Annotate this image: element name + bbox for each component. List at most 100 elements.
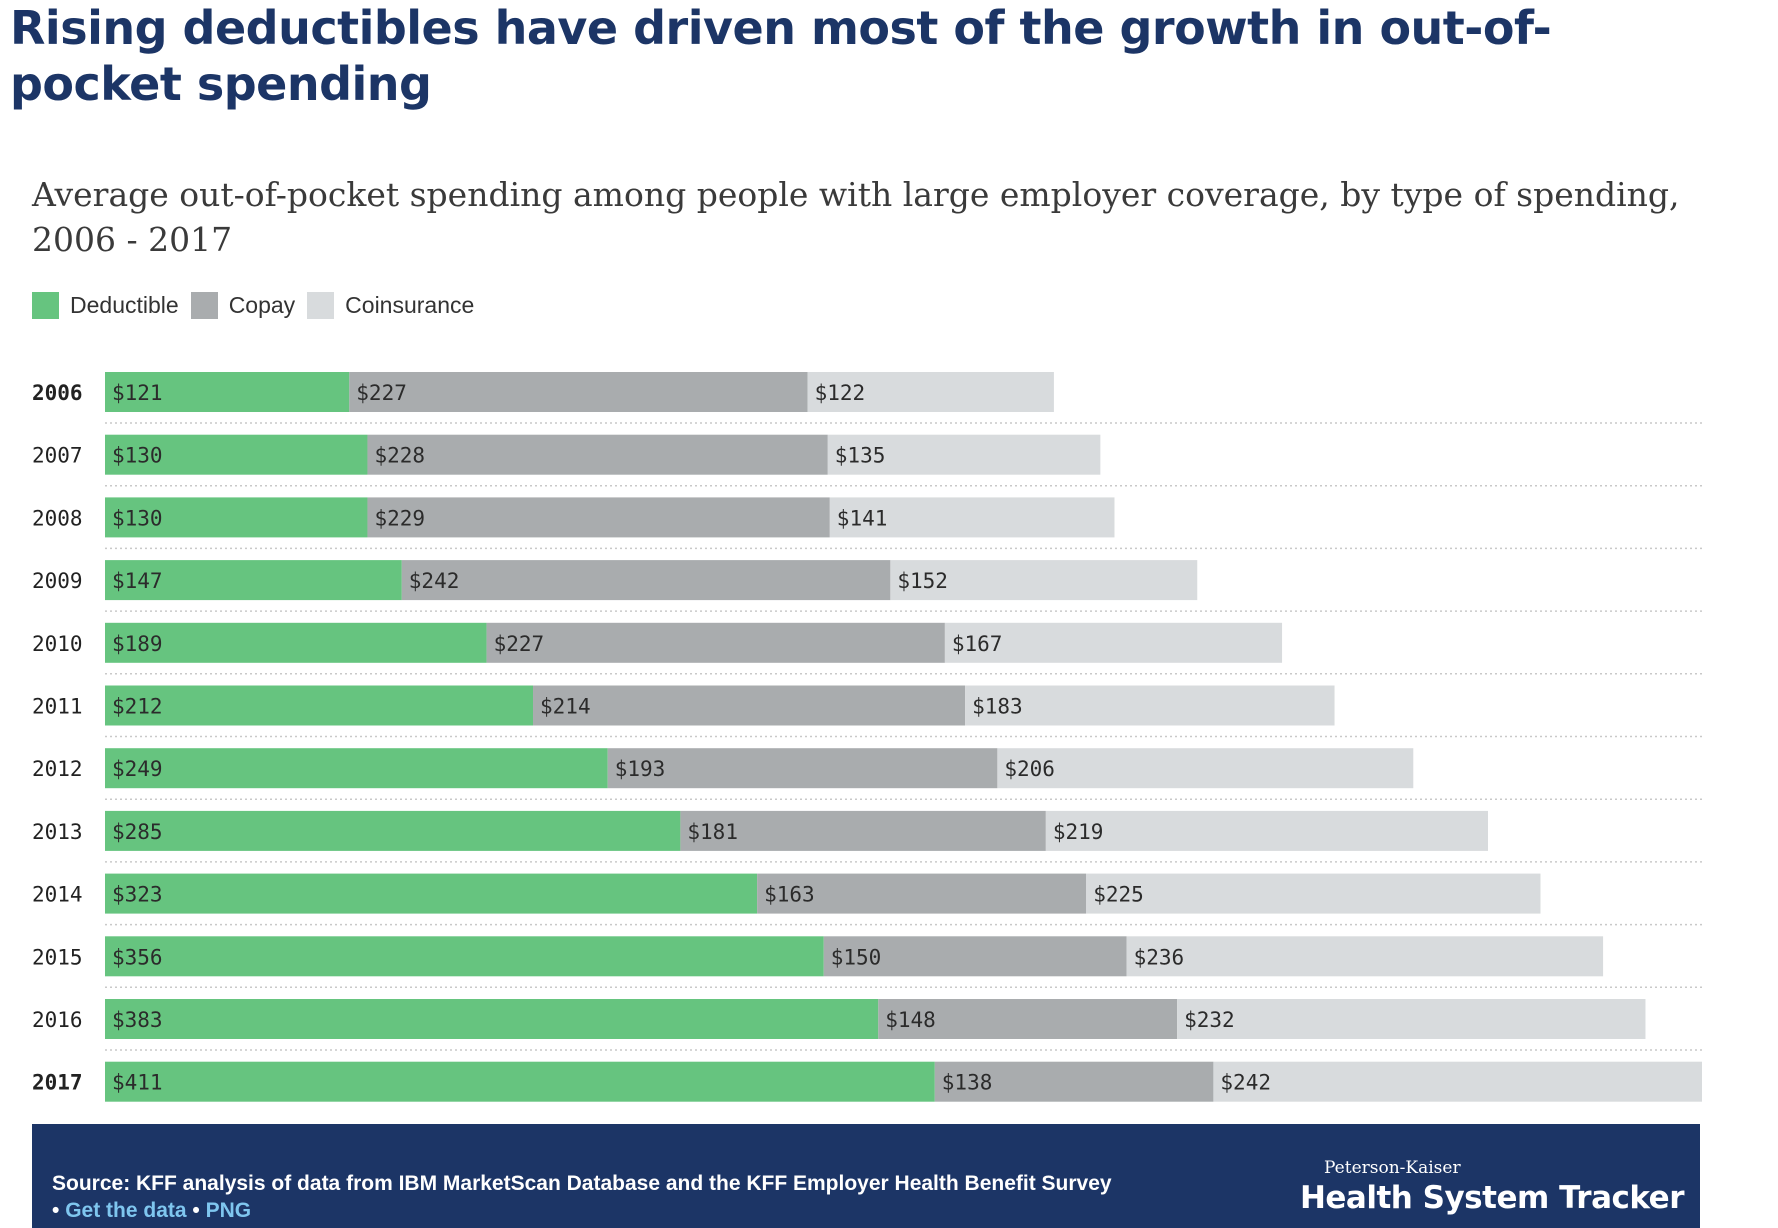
- bar-coinsurance-2012[interactable]: [997, 748, 1414, 789]
- bar-coinsurance-2007[interactable]: [827, 434, 1101, 475]
- headline: Rising deductibles have driven most of t…: [10, 1, 1552, 111]
- bullet-separator: •: [192, 1199, 200, 1222]
- chart-subtitle: Average out-of-pocket spending among peo…: [32, 175, 1680, 259]
- value-label-coinsurance-2009: $152: [897, 569, 948, 593]
- value-label-coinsurance-2016: $232: [1184, 1008, 1235, 1032]
- bar-copay-2017[interactable]: [934, 1061, 1214, 1102]
- bar-coinsurance-2011[interactable]: [965, 685, 1335, 726]
- legend-label-coinsurance: Coinsurance: [345, 291, 475, 318]
- value-label-deductible-2012: $249: [112, 757, 163, 781]
- legend-swatch-coinsurance: [307, 291, 335, 319]
- bar-deductible-2009[interactable]: [105, 560, 402, 601]
- legend: Deductible Copay Coinsurance: [32, 290, 486, 320]
- value-label-coinsurance-2006: $122: [815, 381, 866, 405]
- value-label-copay-2017: $138: [942, 1071, 993, 1095]
- bar-copay-2010[interactable]: [486, 622, 945, 663]
- bar-copay-2014[interactable]: [757, 873, 1087, 914]
- bar-deductible-2012[interactable]: [105, 748, 608, 789]
- source-note: Source: KFF analysis of data from IBM Ma…: [52, 1172, 1112, 1195]
- value-label-deductible-2017: $411: [112, 1071, 163, 1095]
- year-label-2016: 2016: [32, 1008, 83, 1032]
- value-label-copay-2015: $150: [831, 945, 882, 969]
- png-link[interactable]: PNG: [205, 1199, 252, 1222]
- value-label-deductible-2010: $189: [112, 632, 163, 656]
- value-label-deductible-2008: $130: [112, 506, 163, 530]
- value-label-copay-2014: $163: [764, 883, 815, 907]
- bar-copay-2006[interactable]: [349, 372, 808, 412]
- value-label-copay-2007: $228: [374, 444, 425, 468]
- bar-copay-2008[interactable]: [367, 497, 830, 538]
- value-label-coinsurance-2012: $206: [1004, 757, 1055, 781]
- bar-coinsurance-2010[interactable]: [944, 622, 1283, 663]
- value-label-coinsurance-2014: $225: [1093, 883, 1144, 907]
- bar-deductible-2017[interactable]: [105, 1061, 935, 1102]
- legend-label-copay: Copay: [228, 291, 296, 318]
- value-label-deductible-2016: $383: [112, 1008, 163, 1032]
- bar-deductible-2006[interactable]: [105, 372, 350, 412]
- brand-logo: Health System Tracker: [1299, 1180, 1685, 1216]
- year-label-2013: 2013: [32, 820, 83, 844]
- bar-copay-2015[interactable]: [823, 936, 1127, 977]
- value-label-coinsurance-2011: $183: [972, 695, 1023, 719]
- bar-deductible-2013[interactable]: [105, 810, 681, 851]
- value-label-deductible-2009: $147: [112, 569, 163, 593]
- bar-coinsurance-2006[interactable]: [807, 372, 1054, 412]
- year-label-2007: 2007: [32, 444, 83, 468]
- value-label-copay-2010: $227: [494, 632, 545, 656]
- year-label-2015: 2015: [32, 945, 83, 969]
- value-label-deductible-2007: $130: [112, 444, 163, 468]
- legend-swatch-copay: [190, 291, 218, 319]
- bar-coinsurance-2009[interactable]: [890, 560, 1198, 601]
- bar-deductible-2015[interactable]: [105, 936, 824, 977]
- year-label-2009: 2009: [32, 569, 83, 593]
- bar-copay-2013[interactable]: [680, 810, 1046, 851]
- value-label-coinsurance-2008: $141: [837, 506, 888, 530]
- bar-deductible-2016[interactable]: [105, 999, 879, 1039]
- footer-links: • Get the data • PNG: [52, 1199, 251, 1223]
- bar-deductible-2008[interactable]: [105, 497, 368, 538]
- bar-coinsurance-2014[interactable]: [1086, 873, 1541, 914]
- year-label-2017: 2017: [32, 1071, 83, 1095]
- value-label-coinsurance-2013: $219: [1053, 820, 1104, 844]
- bar-coinsurance-2008[interactable]: [829, 497, 1115, 538]
- bar-copay-2012[interactable]: [607, 748, 998, 789]
- bar-coinsurance-2013[interactable]: [1045, 810, 1488, 851]
- value-label-copay-2011: $214: [540, 695, 591, 719]
- bar-copay-2016[interactable]: [878, 999, 1178, 1039]
- bar-copay-2009[interactable]: [401, 560, 891, 601]
- legend-item-copay: Copay: [190, 291, 296, 319]
- value-label-deductible-2011: $212: [112, 695, 163, 719]
- bar-coinsurance-2016[interactable]: [1177, 999, 1646, 1039]
- value-label-deductible-2015: $356: [112, 945, 163, 969]
- bar-deductible-2011[interactable]: [105, 685, 534, 726]
- legend-swatch-deductible: [32, 291, 59, 319]
- bar-copay-2011[interactable]: [533, 685, 966, 726]
- value-label-copay-2016: $148: [885, 1008, 936, 1032]
- stacked-bar-chart: 2006 $121 $227 $122 2007 $130 $228 $135 2008 $130…: [32, 372, 1702, 1102]
- get-the-data-link[interactable]: Get the data: [65, 1199, 187, 1222]
- bar-coinsurance-2015[interactable]: [1126, 936, 1604, 977]
- value-label-copay-2013: $181: [687, 820, 738, 844]
- bar-coinsurance-2017[interactable]: [1213, 1061, 1702, 1102]
- value-label-copay-2012: $193: [615, 757, 666, 781]
- year-label-2012: 2012: [32, 757, 83, 781]
- year-label-2010: 2010: [32, 632, 83, 656]
- value-label-deductible-2014: $323: [112, 883, 163, 907]
- bar-deductible-2007[interactable]: [105, 434, 368, 475]
- bar-copay-2007[interactable]: [367, 434, 828, 475]
- legend-item-deductible: Deductible: [32, 291, 179, 319]
- legend-label-deductible: Deductible: [70, 291, 179, 318]
- value-label-coinsurance-2017: $242: [1220, 1071, 1271, 1095]
- bar-deductible-2010[interactable]: [105, 622, 487, 663]
- year-label-2008: 2008: [32, 506, 83, 530]
- year-label-2006: 2006: [32, 381, 83, 405]
- value-label-coinsurance-2010: $167: [952, 632, 1003, 656]
- year-label-2014: 2014: [32, 883, 83, 907]
- year-label-2011: 2011: [32, 695, 83, 719]
- value-label-copay-2009: $242: [409, 569, 460, 593]
- value-label-coinsurance-2015: $236: [1134, 945, 1185, 969]
- bar-deductible-2014[interactable]: [105, 873, 758, 914]
- value-label-copay-2006: $227: [356, 381, 407, 405]
- brand-name-small: Peterson-Kaiser: [1324, 1158, 1461, 1178]
